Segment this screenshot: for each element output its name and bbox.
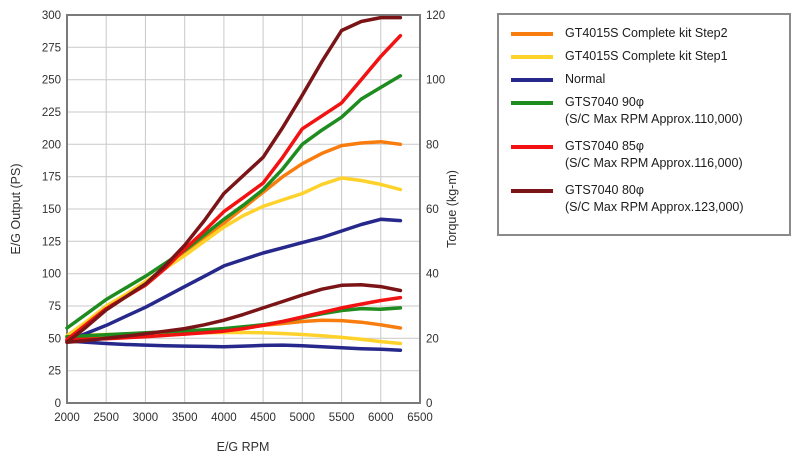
y-right-tick-label: 0 xyxy=(426,398,432,410)
x-tick-label: 5500 xyxy=(329,412,355,424)
legend-label: GTS7040 90φ xyxy=(565,95,644,109)
y-left-tick-label: 150 xyxy=(42,204,61,216)
y-left-tick-label: 225 xyxy=(42,107,61,119)
torque-curve xyxy=(65,306,403,339)
legend-item: GT4015S Complete kit Step2 xyxy=(511,25,777,42)
y-right-tick-label: 20 xyxy=(426,333,439,345)
legend-item: GTS7040 85φ (S/C Max RPM Approx.116,000) xyxy=(511,138,777,176)
y-right-tick-label: 40 xyxy=(426,269,439,281)
legend-swatch xyxy=(511,101,553,105)
y-left-tick-label: 275 xyxy=(42,42,61,54)
x-tick-label: 6500 xyxy=(407,412,433,424)
legend-label: Normal xyxy=(565,72,606,86)
legend-label: GTS7040 80φ xyxy=(565,183,644,197)
legend-item: Normal xyxy=(511,71,777,88)
legend-note: (S/C Max RPM Approx.123,000) xyxy=(565,200,744,214)
legend-label: GT4015S Complete kit Step1 xyxy=(565,49,728,63)
y-left-tick-label: 300 xyxy=(42,10,61,22)
torque-curve xyxy=(65,339,403,353)
legend-item: GT4015S Complete kit Step1 xyxy=(511,48,777,65)
y-right-tick-label: 60 xyxy=(426,204,439,216)
legend-label: GT4015S Complete kit Step2 xyxy=(565,26,728,40)
y-left-tick-label: 175 xyxy=(42,172,61,184)
left-axis-title: E/G Output (PS) xyxy=(9,163,23,255)
legend-swatch xyxy=(511,145,553,149)
legend-swatch xyxy=(511,189,553,193)
y-left-tick-label: 125 xyxy=(42,236,61,248)
x-tick-label: 4000 xyxy=(211,412,237,424)
y-right-tick-label: 120 xyxy=(426,10,445,22)
y-left-tick-label: 0 xyxy=(55,398,61,410)
legend-swatch xyxy=(511,32,553,36)
x-tick-label: 2000 xyxy=(54,412,80,424)
y-right-tick-label: 80 xyxy=(426,139,439,151)
y-left-tick-label: 250 xyxy=(42,75,61,87)
legend-note: (S/C Max RPM Approx.110,000) xyxy=(565,112,743,126)
x-tick-label: 6000 xyxy=(368,412,394,424)
power-curve xyxy=(65,74,403,330)
y-left-tick-label: 50 xyxy=(48,333,61,345)
x-tick-label: 3000 xyxy=(133,412,159,424)
x-tick-label: 2500 xyxy=(93,412,119,424)
x-tick-label: 4500 xyxy=(250,412,276,424)
x-tick-label: 5000 xyxy=(290,412,316,424)
rpm-performance-chart: 2000 2500 3000 3500 4000 4500 5000 5500 6000 6500… xyxy=(9,10,459,454)
y-left-tick-label: 75 xyxy=(48,301,61,313)
right-axis-title: Torque (kg-m) xyxy=(445,170,459,248)
legend: GT4015S Complete kit Step2 GT4015S Comple… xyxy=(497,13,791,236)
y-left-tick-label: 100 xyxy=(42,269,61,281)
legend-swatch xyxy=(511,78,553,82)
legend-label: GTS7040 85φ xyxy=(565,139,644,153)
power-curve xyxy=(65,217,403,343)
legend-item: GTS7040 90φ (S/C Max RPM Approx.110,000) xyxy=(511,94,777,132)
power-curve xyxy=(65,15,403,344)
legend-swatch xyxy=(511,55,553,59)
plot-canvas: 2000 2500 3000 3500 4000 4500 5000 5500 6000 6500… xyxy=(42,10,445,424)
y-left-tick-label: 200 xyxy=(42,139,61,151)
x-axis-title: E/G RPM xyxy=(216,440,270,454)
x-tick-label: 3500 xyxy=(172,412,198,424)
legend-note: (S/C Max RPM Approx.116,000) xyxy=(565,156,743,170)
y-left-tick-label: 25 xyxy=(48,366,61,378)
plot-frame xyxy=(66,14,421,404)
torque-curve xyxy=(65,282,403,344)
legend-item: GTS7040 80φ (S/C Max RPM Approx.123,000) xyxy=(511,182,777,220)
y-right-tick-label: 100 xyxy=(426,75,445,87)
power-curve xyxy=(65,176,403,338)
